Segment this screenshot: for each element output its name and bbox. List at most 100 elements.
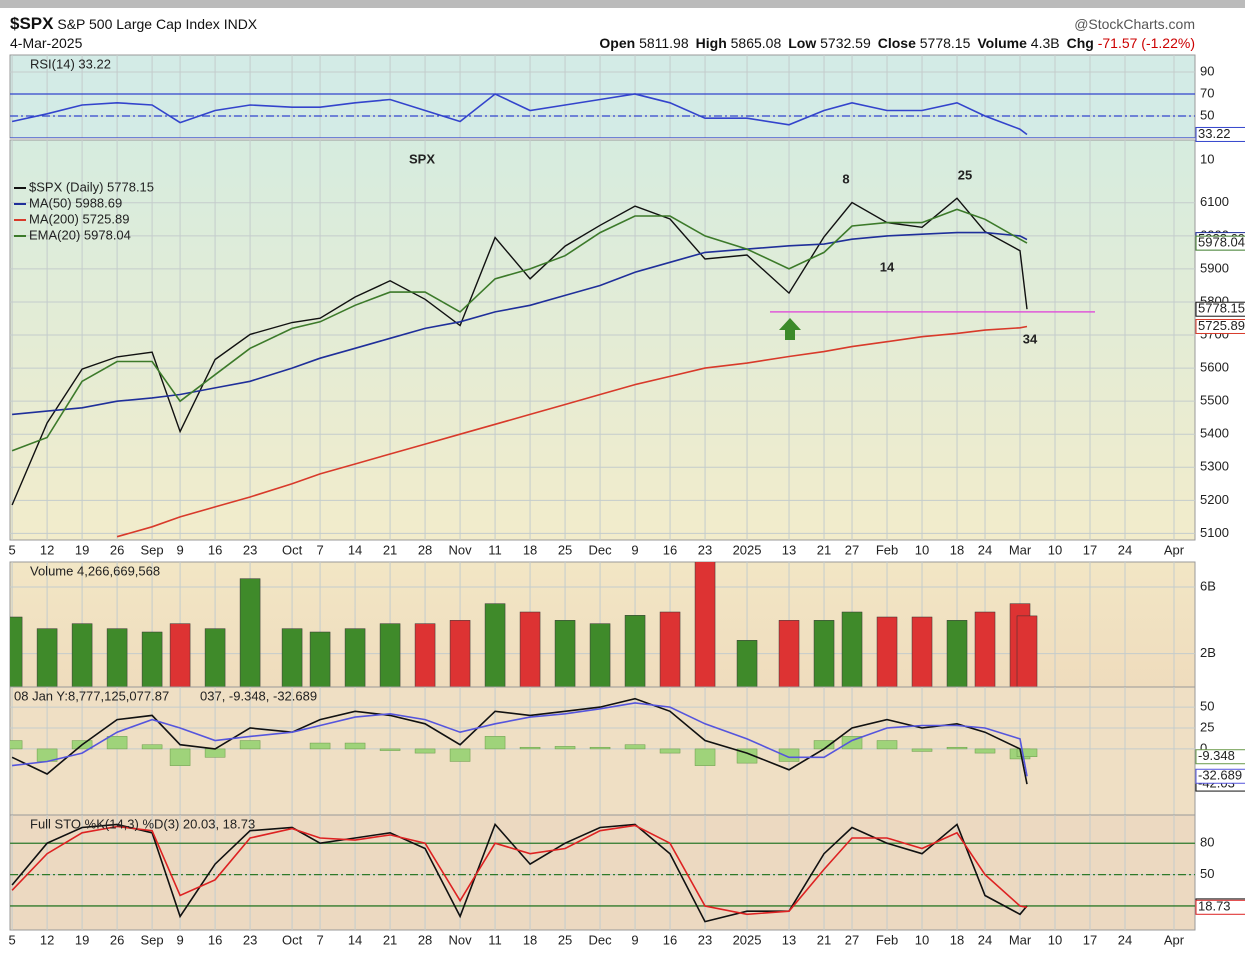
panel [10, 140, 1195, 540]
quote-value: 5865.08 [730, 35, 782, 51]
panel [10, 687, 1195, 815]
histogram-bar [169, 748, 191, 766]
x-tick-label: Sep [141, 932, 164, 947]
volume-bar [778, 620, 800, 687]
x-tick-label: 13 [782, 932, 796, 947]
date: 4-Mar-2025 [10, 35, 83, 51]
y-tick-label: 2B [1200, 645, 1216, 660]
x-tick-label: 16 [663, 932, 677, 947]
x-tick-label: Nov [448, 932, 472, 947]
volume-bar [876, 616, 898, 687]
x-tick-label: 10 [915, 542, 929, 557]
volume-bar [974, 611, 996, 687]
x-tick-label: 27 [845, 542, 859, 557]
y-tick-label: 50 [1200, 107, 1214, 122]
y-tick-label: 25 [1200, 719, 1214, 734]
volume-bar [414, 623, 436, 687]
x-tick-label: 7 [316, 932, 323, 947]
panel [10, 815, 1195, 930]
value-box-label: 5725.89 [1198, 318, 1245, 333]
histogram-bar [624, 744, 646, 750]
histogram-bar [974, 748, 996, 754]
histogram-bar [106, 736, 128, 750]
volume-bar [379, 623, 401, 687]
volume-bar [36, 628, 58, 687]
x-tick-label: 28 [418, 932, 432, 947]
annotation: 8 [842, 171, 849, 186]
x-tick-label: 11 [488, 542, 502, 557]
source: @StockCharts.com [1074, 16, 1195, 32]
x-tick-label: 21 [817, 932, 831, 947]
exchange: INDX [223, 16, 258, 32]
y-tick-label: 5600 [1200, 360, 1229, 375]
legend-entry: MA(50) 5988.69 [29, 195, 122, 210]
volume-bar [519, 611, 541, 687]
x-tick-label: 21 [383, 932, 397, 947]
x-tick-label: 25 [558, 932, 572, 947]
histogram-bar [554, 746, 576, 750]
volume-bar [449, 620, 471, 687]
x-tick-label: 24 [978, 542, 992, 557]
legend-entry: MA(200) 5725.89 [29, 211, 129, 226]
histogram-bar [484, 736, 506, 750]
histogram-bar [778, 748, 800, 762]
x-tick-label: 11 [488, 932, 502, 947]
histogram-bar [10, 740, 23, 750]
value-box-label: -9.348 [1198, 748, 1235, 763]
histogram-bar [659, 748, 681, 754]
histogram-bar [204, 748, 226, 758]
x-tick-label: 24 [1118, 542, 1132, 557]
x-tick-label: 14 [348, 542, 362, 557]
x-tick-label: 10 [1048, 542, 1062, 557]
volume-bar [624, 615, 646, 687]
histogram-bar [946, 746, 968, 750]
x-tick-label: 27 [845, 932, 859, 947]
volume-bar [659, 611, 681, 687]
x-tick-label: 18 [950, 542, 964, 557]
legend: Volume 4,266,669,568 [30, 563, 160, 578]
x-tick-label: 19 [75, 542, 89, 557]
histogram-bar [344, 742, 366, 750]
volume-bar [141, 631, 163, 687]
histogram-bar [519, 746, 541, 750]
legend-entry: EMA(20) 5978.04 [29, 227, 131, 242]
histogram-bar [911, 748, 933, 752]
volume-bar [169, 623, 191, 687]
legend: RSI(14) 33.22 [30, 56, 111, 71]
series-line [12, 231, 1028, 416]
volume-bar [71, 623, 93, 687]
y-tick-label: 10 [1200, 151, 1214, 166]
x-tick-label: 2025 [733, 932, 762, 947]
quote-label: Volume [977, 35, 1027, 51]
histogram-bar [589, 746, 611, 750]
series-line [11, 824, 1028, 916]
x-tick-label: 12 [40, 932, 54, 947]
volume-bar [281, 628, 303, 687]
x-tick-label: 28 [418, 542, 432, 557]
y-tick-label: 5100 [1200, 525, 1229, 540]
volume-bar [239, 578, 261, 687]
quote-label: Chg [1066, 35, 1094, 51]
x-tick-label: 16 [208, 542, 222, 557]
histogram-bar [736, 748, 758, 764]
x-tick-label: Oct [282, 932, 303, 947]
series-line [11, 93, 1028, 136]
volume-bar [694, 562, 716, 687]
histogram-bar [694, 748, 716, 766]
value-box-label: 33.22 [1198, 126, 1231, 141]
quote-value: 5778.15 [919, 35, 971, 51]
x-tick-label: Mar [1009, 932, 1032, 947]
x-tick-label: 9 [176, 932, 183, 947]
volume-bar [736, 640, 758, 687]
value-box [1195, 749, 1245, 765]
volume-bar [813, 620, 835, 687]
x-tick-label: Feb [876, 932, 898, 947]
quote-label: High [695, 35, 727, 51]
x-tick-label: 7 [316, 542, 323, 557]
x-tick-label: 10 [915, 932, 929, 947]
legend: 08 Jan Y:8,777,125,077.87 [14, 688, 169, 703]
index-name: S&P 500 Large Cap Index [57, 16, 220, 32]
value-box [1195, 235, 1245, 251]
